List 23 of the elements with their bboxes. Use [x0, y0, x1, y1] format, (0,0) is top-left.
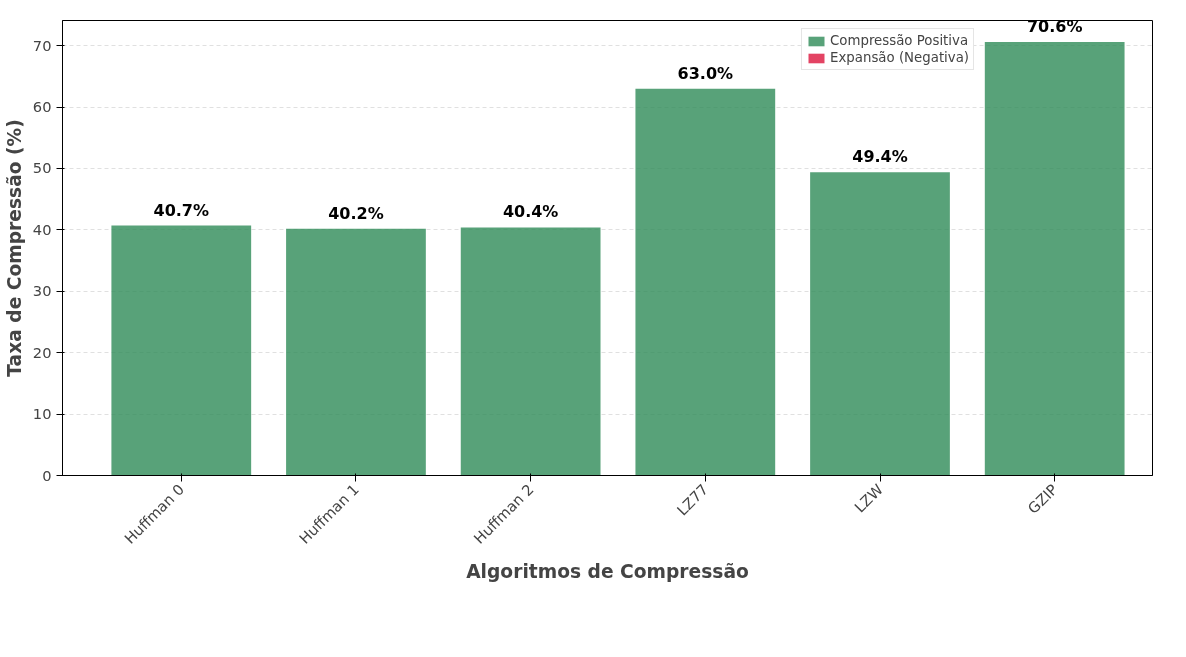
y-tick-label: 40 [32, 220, 52, 238]
y-tick-label: 20 [32, 343, 52, 361]
y-tick-label: 60 [32, 98, 52, 116]
y-tick-label: 50 [32, 159, 52, 177]
x-axis-title: Algoritmos de Compressão [466, 560, 750, 582]
y-tick-label: 10 [32, 405, 52, 423]
data-label: 40.7% [153, 200, 210, 220]
legend-label: Expansão (Negativa) [830, 50, 970, 65]
legend-label: Compressão Positiva [830, 33, 969, 48]
bar [810, 172, 950, 476]
bar [286, 228, 426, 476]
data-label: 40.4% [502, 202, 559, 222]
y-tick-label: 70 [32, 36, 52, 54]
data-label: 49.4% [852, 147, 908, 167]
bar [984, 41, 1125, 476]
bar [460, 227, 601, 476]
y-tick-label: 30 [32, 282, 52, 300]
y-axis-title: Taxa de Compressão (%) [3, 119, 25, 377]
data-label: 40.2% [328, 203, 384, 223]
bar [635, 88, 776, 476]
data-label: 63.0% [677, 63, 734, 83]
bar [111, 225, 252, 476]
y-tick-label: 0 [42, 466, 52, 484]
